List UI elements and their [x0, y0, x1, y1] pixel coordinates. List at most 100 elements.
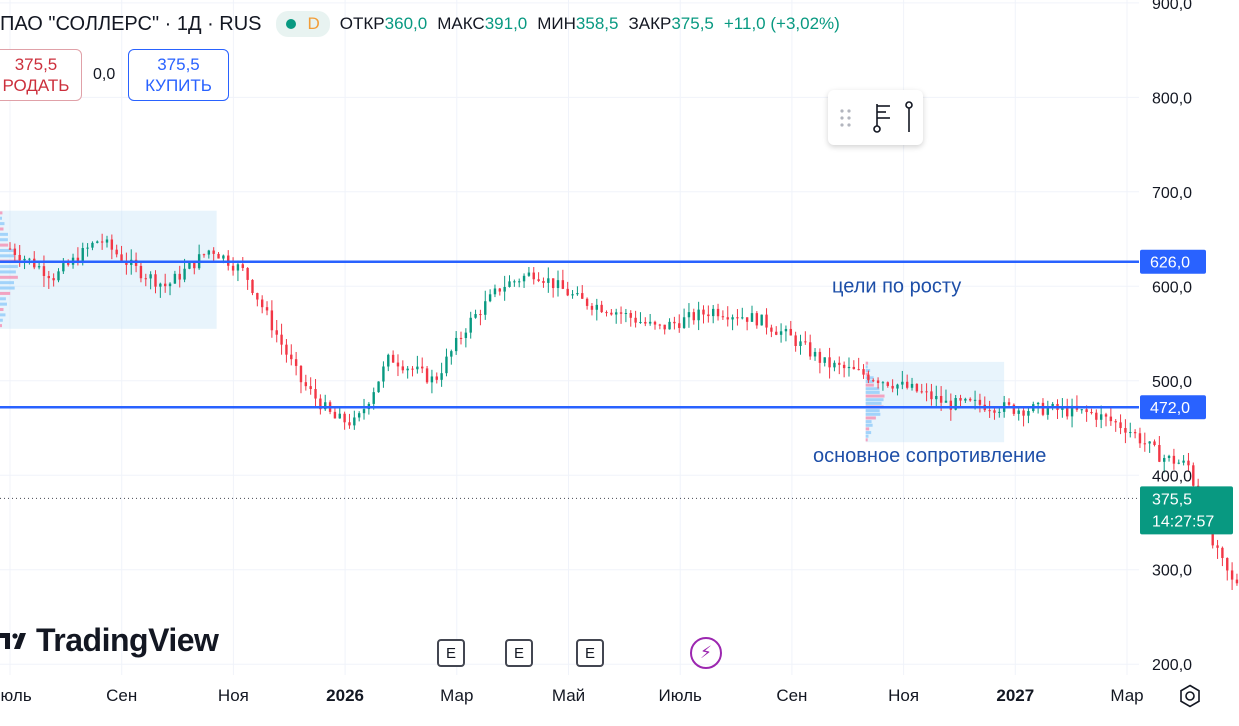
candle-body — [353, 417, 356, 426]
volume-profile-bar — [865, 434, 869, 438]
price-axis-tick-label: 300,0 — [1152, 563, 1192, 580]
candle-body — [183, 268, 186, 280]
candle-body — [37, 266, 41, 268]
candle-body — [57, 271, 60, 281]
candle-body — [779, 331, 783, 335]
candle-body — [634, 317, 637, 323]
time-axis-tick-label: Июль — [0, 686, 32, 705]
candle-body — [1114, 421, 1117, 423]
earnings-icon[interactable]: E — [505, 639, 533, 667]
candle-body — [508, 281, 511, 287]
candle-body — [547, 278, 550, 283]
volume-profile-bar — [865, 368, 871, 372]
volume-profile-layer — [0, 210, 1005, 443]
candle-body — [901, 381, 904, 385]
time-axis-tick-label: Мар — [440, 686, 473, 705]
candle-body — [387, 354, 390, 367]
candle-body — [91, 242, 94, 248]
candle-body — [1046, 408, 1050, 415]
sell-button[interactable]: 375,5 РОДАТЬ — [0, 49, 82, 101]
candle-body — [324, 402, 327, 410]
candle-body — [96, 241, 99, 243]
candle-body — [571, 294, 574, 296]
buy-button[interactable]: 375,5 КУПИТЬ — [128, 49, 229, 101]
candle-body — [973, 399, 977, 401]
candle-body — [217, 253, 220, 259]
candle-body — [697, 309, 700, 321]
volume-profile-bar — [0, 291, 11, 295]
candle-body — [178, 273, 181, 280]
candle-body — [168, 283, 172, 287]
earnings-icon[interactable]: E — [437, 639, 465, 667]
candle-body — [484, 301, 487, 315]
sell-price: 375,5 — [14, 55, 58, 74]
drag-handle-icon[interactable] — [840, 109, 851, 127]
candle-body — [576, 293, 579, 295]
candle-body — [396, 362, 400, 367]
candle-body — [86, 247, 89, 249]
candle-body — [644, 321, 647, 324]
buy-price: 375,5 — [157, 55, 200, 74]
volume-profile-bar — [0, 318, 3, 322]
candle-body — [857, 369, 860, 371]
volume-profile-bar — [0, 281, 15, 285]
volume-profile-bar — [865, 423, 873, 427]
candle-body — [1090, 412, 1093, 414]
candle-body — [716, 308, 720, 317]
volume-profile-area — [0, 210, 217, 329]
earnings-icon[interactable]: E — [576, 639, 604, 667]
volume-profile-bar — [0, 324, 2, 328]
candle-body — [745, 317, 749, 322]
gear-icon[interactable] — [1178, 684, 1202, 708]
candle-body — [930, 391, 933, 400]
candle-body — [648, 321, 652, 324]
candle-body — [479, 314, 482, 316]
candle-body — [605, 312, 608, 314]
candle-body — [954, 397, 957, 410]
candle-body — [1080, 409, 1083, 411]
market-status-badge[interactable]: D — [275, 11, 330, 37]
price-axis-tick-label: 800,0 — [1152, 90, 1192, 107]
candle-body — [527, 272, 531, 276]
volume-profile-bar — [0, 313, 6, 317]
symbol-title[interactable]: ПАО "СОЛЛЕРС" · 1Д · RUS — [0, 12, 262, 35]
price-axis-tick-label: 500,0 — [1152, 374, 1192, 391]
candle-body — [949, 400, 953, 410]
candle-body — [406, 368, 409, 371]
candle-body — [154, 274, 157, 287]
candle-body — [1124, 428, 1127, 433]
pin-tool-icon[interactable] — [905, 101, 913, 132]
candle-body — [1066, 407, 1069, 417]
candle-body — [260, 299, 264, 308]
candle-body — [590, 305, 594, 310]
fib-tool-icon[interactable] — [873, 104, 890, 133]
flash-event-icon[interactable]: ⚡ — [690, 637, 722, 669]
candle-body — [314, 389, 317, 399]
candle-body — [1216, 545, 1219, 548]
volume-profile-bar — [865, 361, 869, 365]
volume-profile-bar — [0, 238, 8, 242]
level-price-tag — [1140, 395, 1206, 420]
legend-header: ПАО "СОЛЛЕРС" · 1Д · RUS D ОТКР360,0 МАК… — [0, 10, 840, 38]
candle-body — [828, 357, 831, 368]
candle-body — [998, 411, 1001, 413]
candle-body — [1041, 402, 1045, 415]
candle-body — [755, 313, 759, 326]
candle-body — [1172, 455, 1176, 464]
candle-body — [619, 312, 623, 314]
candle-body — [1104, 414, 1108, 417]
candle-body — [872, 380, 875, 382]
horizontal-levels[interactable]: 626,0 цели по росту 472,0 основное сопротив… — [0, 249, 1206, 468]
candle-body — [978, 399, 982, 405]
candle-body — [163, 283, 167, 287]
candle-body — [760, 314, 763, 326]
candle-body — [66, 263, 70, 265]
candle-body — [658, 324, 662, 326]
price-axis-tick-label: 600,0 — [1152, 279, 1192, 296]
grid — [0, 0, 1139, 675]
candle-body — [561, 280, 565, 289]
candle-body — [678, 323, 681, 328]
volume-profile-bar — [865, 416, 876, 420]
time-axis-tick-label: Май — [552, 686, 585, 705]
